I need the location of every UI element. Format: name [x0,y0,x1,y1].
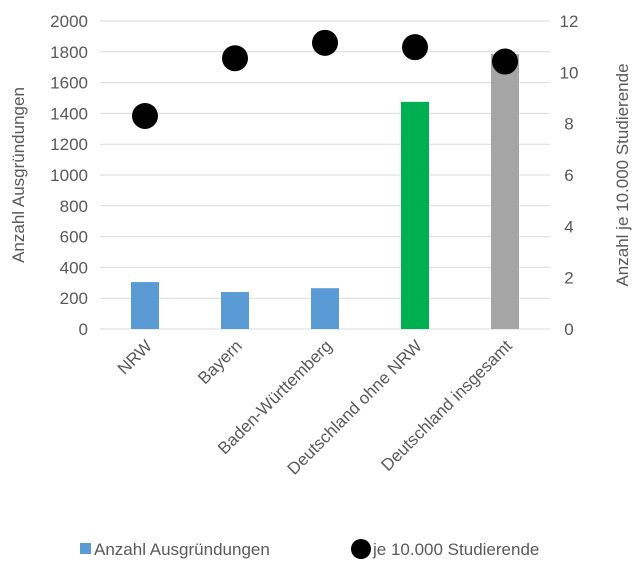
bar [311,288,339,329]
scatter-point [492,48,518,75]
y2-tick-label: 6 [564,166,573,185]
bar [401,101,429,329]
y-tick-label: 1000 [50,166,88,185]
category-label: NRW [114,336,156,378]
y-axis-title: Anzahl Ausgründungen [9,87,28,263]
scatter-point [312,29,338,56]
y2-tick-label: 0 [564,320,573,339]
bar [491,54,519,330]
legend-label-scatter: je 10.000 Studierende [372,540,539,559]
y-tick-label: 0 [79,320,88,339]
y-tick-label: 600 [60,228,88,247]
y-tick-label: 400 [60,258,88,277]
scatter-point [132,102,158,129]
y2-tick-label: 2 [564,269,573,288]
y-tick-label: 200 [60,289,88,308]
gridlines [100,20,550,330]
category-label: Bayern [194,336,246,388]
y-tick-label: 2000 [50,12,88,31]
right-axis-ticks: 0 2 4 6 8 10 12 [560,12,579,339]
scatter-series [132,29,518,129]
legend: Anzahl Ausgründungen je 10.000 Studieren… [80,539,539,559]
scatter-point [402,34,428,61]
y-tick-label: 1600 [50,74,88,93]
legend-swatch-bar [80,543,91,554]
y-tick-label: 800 [60,197,88,216]
y-tick-label: 1800 [50,43,88,62]
legend-marker-scatter [351,539,371,559]
y2-axis-title: Anzahl je 10.000 Studierende [613,63,632,286]
bar-series [131,54,519,330]
left-axis-ticks: 0 200 400 600 800 1000 1200 1400 1600 1800 2000 [50,12,88,339]
y2-tick-label: 10 [560,63,579,82]
y2-tick-label: 12 [560,12,579,31]
bar [221,292,249,329]
y-tick-label: 1400 [50,104,88,123]
y2-tick-label: 8 [564,115,573,134]
scatter-point [222,45,248,72]
bar [131,282,159,329]
y-tick-label: 1200 [50,135,88,154]
legend-label-bar: Anzahl Ausgründungen [94,540,270,559]
y2-tick-label: 4 [564,217,573,236]
